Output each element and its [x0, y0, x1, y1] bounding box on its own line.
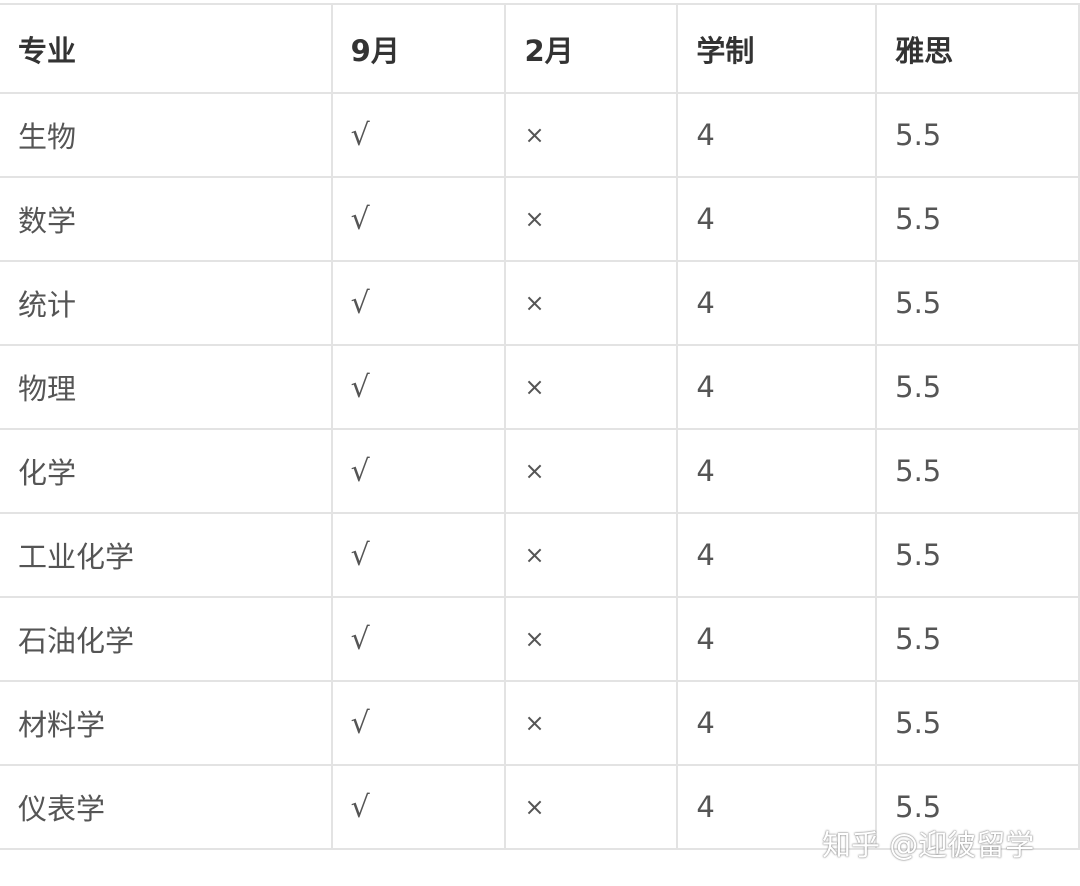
table-cell: 4 — [676, 512, 878, 598]
table-cell: 石油化学 — [0, 596, 333, 682]
table-cell: √ — [330, 260, 507, 346]
table-cell: 4 — [676, 260, 878, 346]
table-cell: 统计 — [0, 260, 333, 346]
table-cell: × — [504, 428, 679, 514]
table-cell: 4 — [676, 92, 878, 178]
table-cell: × — [504, 596, 679, 682]
watermark: 知乎 @迎彼留学 — [822, 828, 1035, 862]
table-cell: × — [504, 344, 679, 430]
header-row: 专业 9月 2月 学制 雅思 — [0, 3, 1080, 94]
header-cell: 学制 — [676, 3, 878, 94]
table-row: 石油化学 √ × 4 5.5 — [0, 596, 1080, 682]
table-cell: 5.5 — [875, 680, 1080, 766]
table-cell: 5.5 — [875, 260, 1080, 346]
table-cell: 5.5 — [875, 428, 1080, 514]
table-cell: 工业化学 — [0, 512, 333, 598]
table-cell: 5.5 — [875, 764, 1080, 850]
table-cell: 4 — [676, 428, 878, 514]
table-cell: × — [504, 92, 679, 178]
table-row: 工业化学 √ × 4 5.5 — [0, 512, 1080, 598]
table-cell: √ — [330, 344, 507, 430]
table-row: 数学 √ × 4 5.5 — [0, 176, 1080, 262]
table-cell: 生物 — [0, 92, 333, 178]
table-cell: √ — [330, 176, 507, 262]
header-cell: 专业 — [0, 3, 333, 94]
table-cell: √ — [330, 428, 507, 514]
table-cell: 4 — [676, 764, 878, 850]
table-cell: 4 — [676, 680, 878, 766]
header-cell: 雅思 — [875, 3, 1080, 94]
table-cell: 材料学 — [0, 680, 333, 766]
table-cell: 4 — [676, 596, 878, 682]
table-cell: 数学 — [0, 176, 333, 262]
table-cell: 5.5 — [875, 596, 1080, 682]
table-row: 仪表学 √ × 4 5.5 — [0, 764, 1080, 850]
table-row: 化学 √ × 4 5.5 — [0, 428, 1080, 514]
table-cell: 5.5 — [875, 92, 1080, 178]
table-cell: 5.5 — [875, 512, 1080, 598]
table-cell: √ — [330, 680, 507, 766]
table-cell: √ — [330, 596, 507, 682]
table-body: 生物 √ × 4 5.5 数学 √ × 4 5.5 统计 √ × 4 5.5 物理 √ × 4 5.5 化学 √ × 4 5.5… — [0, 92, 1080, 850]
table-cell: × — [504, 764, 679, 850]
table-cell: × — [504, 680, 679, 766]
table-cell: √ — [330, 764, 507, 850]
table-cell: × — [504, 512, 679, 598]
table-cell: 化学 — [0, 428, 333, 514]
table-cell: × — [504, 260, 679, 346]
table-row: 统计 √ × 4 5.5 — [0, 260, 1080, 346]
table-cell: √ — [330, 92, 507, 178]
header-cell: 9月 — [330, 3, 507, 94]
table-row: 生物 √ × 4 5.5 — [0, 92, 1080, 178]
table-row: 材料学 √ × 4 5.5 — [0, 680, 1080, 766]
table-cell: × — [504, 176, 679, 262]
table-cell: 5.5 — [875, 344, 1080, 430]
table-cell: 仪表学 — [0, 764, 333, 850]
header-cell: 2月 — [504, 3, 679, 94]
table-cell: 4 — [676, 176, 878, 262]
table-cell: 物理 — [0, 344, 333, 430]
table-cell: 5.5 — [875, 176, 1080, 262]
table-row: 物理 √ × 4 5.5 — [0, 344, 1080, 430]
table: 专业 9月 2月 学制 雅思 生物 √ × 4 5.5 数学 √ × 4 5.5 统计 √ × 4 5.5 物理 √ × 4… — [0, 3, 1080, 850]
table-cell: √ — [330, 512, 507, 598]
table-cell: 4 — [676, 344, 878, 430]
